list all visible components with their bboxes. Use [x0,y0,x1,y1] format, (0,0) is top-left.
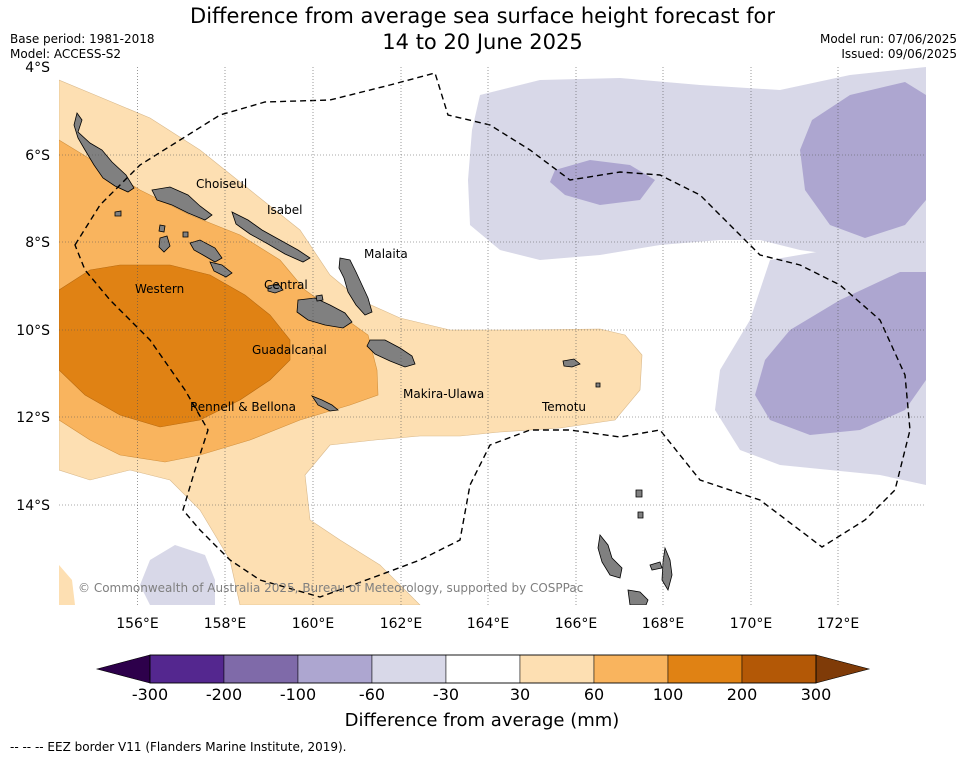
colorbar-label-3: -60 [359,685,385,704]
vanuatu-north-island [597,534,623,579]
colorbar-segment-7 [667,654,743,684]
colorbar-segment-5 [519,654,595,684]
lat-tick-12s: 12°S [16,410,50,426]
rennell-island [310,395,339,412]
place-temotu: Temotu [541,400,586,414]
colorbar-labels: -300 -200 -100 -60 -30 30 60 100 200 300 [132,685,831,704]
colorbar-label-6: 60 [584,685,604,704]
colorbar-label-1: -200 [206,685,242,704]
lat-tick-14s: 14°S [16,498,50,514]
colorbar-label-5: 30 [510,685,530,704]
lon-tick-172e: 172°E [817,616,860,632]
lon-tick-168e: 168°E [642,616,685,632]
isabel-island [231,211,311,263]
gridlines [59,67,926,605]
anomaly-100-200-region [59,264,291,428]
guadalcanal-island [296,297,353,329]
eez-border-note: -- -- -- EEZ border V11 (Flanders Marine… [10,740,347,754]
meta-left: Base period: 1981-2018 Model: ACCESS-S2 [10,32,155,62]
colorbar-frame [149,654,817,684]
small-island-7 [114,210,122,217]
colorbar: -300 -200 -100 -60 -30 30 60 100 200 300 Differen… [95,654,871,731]
longitude-ticks: 156°E 158°E 160°E 162°E 164°E 166°E 168°… [116,616,859,632]
small-island-6 [182,231,189,238]
issued-date: Issued: 09/06/2025 [841,47,957,61]
colorbar-segment-0 [149,654,225,684]
colorbar-label-2: -100 [280,685,316,704]
colorbar-segment-6 [593,654,669,684]
place-western: Western [135,282,184,296]
central-islands [267,283,284,294]
anomaly-neg30-neg60-region-corner [140,545,215,605]
colorbar-label-9: 300 [801,685,832,704]
rendova-island [209,261,233,278]
place-rennell-bellona: Rennell & Bellona [190,400,296,414]
lon-tick-160e: 160°E [292,616,335,632]
place-central: Central [264,278,308,292]
copyright-notice: © Commonwealth of Australia 2025, Bureau… [78,581,583,595]
colorbar-segment-3 [371,654,447,684]
choiseul-island [151,186,213,221]
meta-right: Model run: 07/06/2025 Issued: 09/06/2025 [820,32,957,62]
lat-tick-6s: 6°S [25,148,50,164]
colorbar-label-7: 100 [653,685,684,704]
lat-tick-4s: 4°S [25,60,50,76]
vanuatu-central-island [627,589,649,605]
new-georgia-island [189,239,223,263]
place-guadalcanal: Guadalcanal [252,343,327,357]
small-island-1 [635,489,643,498]
colorbar-label-4: -30 [433,685,459,704]
place-makira-ulawa: Makira-Ulawa [403,387,484,401]
lon-tick-170e: 170°E [730,616,773,632]
lon-tick-156e: 156°E [116,616,159,632]
title-line-2: 14 to 20 June 2025 [382,30,583,54]
land-masses [73,112,673,605]
small-island-5 [315,294,324,302]
lon-tick-162e: 162°E [380,616,423,632]
lon-tick-166e: 166°E [555,616,598,632]
map-plot-area: Choiseul Isabel Malaita Western Central … [59,67,926,605]
colorbar-label-0: -300 [132,685,168,704]
place-malaita: Malaita [364,247,408,261]
latitude-ticks: 4°S 6°S 8°S 10°S 12°S 14°S [16,60,50,514]
anomaly-neg60-neg100-region-2 [800,82,926,238]
makira-island [366,339,416,368]
colorbar-segment-2 [297,654,373,684]
place-isabel: Isabel [267,203,302,217]
anomaly-neg60-neg100-region-3 [755,272,926,435]
bougainville-island [73,112,135,193]
anomaly-neg30-neg60-region-north [468,67,926,260]
lon-tick-158e: 158°E [204,616,247,632]
colorbar-over-triangle [815,654,871,684]
eez-border [74,72,911,598]
small-island-8 [158,224,166,233]
anomaly-30-60-region-south [59,565,75,605]
colorbar-segment-8 [741,654,817,684]
colorbar-label-8: 200 [727,685,758,704]
chart-title: Difference from average sea surface heig… [0,3,965,55]
small-island-4 [595,382,601,388]
small-island-2 [637,511,644,519]
model-run: Model run: 07/06/2025 [819,32,957,46]
base-period: Base period: 1981-2018 [10,32,155,46]
title-line-1: Difference from average sea surface heig… [190,4,775,28]
small-island-3 [649,561,663,571]
model-name: Model: ACCESS-S2 [10,47,122,61]
lon-tick-164e: 164°E [467,616,510,632]
colorbar-title: Difference from average (mm) [345,710,620,731]
place-choiseul: Choiseul [196,177,247,191]
malaita-island [338,257,373,316]
lat-tick-8s: 8°S [25,235,50,251]
vella-lavella-island [158,235,171,253]
colorbar-under-triangle [95,654,151,684]
colorbar-segment-4 [445,654,521,684]
colorbar-segment-1 [223,654,299,684]
lat-tick-10s: 10°S [16,323,50,339]
colorbar-segments [149,654,817,684]
